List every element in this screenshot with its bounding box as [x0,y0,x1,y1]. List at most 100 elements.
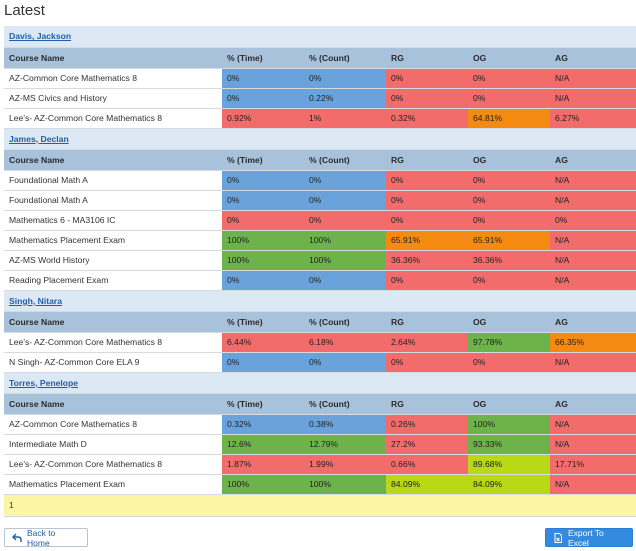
metric-cell: 0% [386,190,468,211]
metric-cell: 2.64% [386,332,468,353]
metric-cell: 0% [304,190,386,211]
metric-cell: 0% [222,170,304,191]
metric-cell: N/A [550,414,636,435]
metric-cell: N/A [550,434,636,455]
column-header: % (Time) [222,393,304,415]
export-to-excel-button[interactable]: Export To Excel [545,528,633,548]
metric-cell: 0.38% [304,414,386,435]
column-header: Course Name [4,149,222,171]
back-to-home-button[interactable]: Back to Home [4,528,88,548]
page-number[interactable]: 1 [4,494,636,517]
back-arrow-icon [12,533,22,543]
excel-file-icon [553,532,563,543]
metric-cell: 12.79% [304,434,386,455]
metric-cell: 0% [222,88,304,109]
metric-cell: 0% [468,88,550,109]
metric-cell: 0% [304,210,386,231]
table-row: AZ-Common Core Mathematics 8 0.32% 0.38% 0.… [4,414,636,435]
table-row: Lee's- AZ-Common Core Mathematics 8 6.44%… [4,332,636,353]
metric-cell: 0% [222,352,304,373]
table-row: N Singh- AZ-Common Core ELA 9 0% 0% 0% 0% N/A [4,352,636,373]
metric-cell: 84.09% [468,474,550,495]
metric-cell: 0.22% [304,88,386,109]
course-name-cell: Mathematics Placement Exam [4,230,222,251]
student-name-link[interactable]: Davis, Jackson [9,31,72,42]
column-header: % (Time) [222,47,304,69]
metric-cell: N/A [550,270,636,291]
metric-cell: 6.18% [304,332,386,353]
table-row: AZ-Common Core Mathematics 8 0% 0% 0% 0% N/A [4,68,636,89]
metric-cell: 93.33% [468,434,550,455]
column-header: % (Time) [222,311,304,333]
course-name-cell: Foundational Math A [4,170,222,191]
course-name-cell: Foundational Math A [4,190,222,211]
metric-cell: 0% [468,68,550,89]
column-header: % (Count) [304,47,386,69]
course-name-cell: AZ-Common Core Mathematics 8 [4,68,222,89]
column-header-row: Course Name% (Time)% (Count) RG OG AG [4,47,636,69]
column-header: AG [550,311,636,333]
column-header: AG [550,149,636,171]
metric-cell: 64.81% [468,108,550,129]
student-name-link[interactable]: Singh, Nitara [9,295,63,306]
table-row: Foundational Math A 0% 0% 0% 0% N/A [4,190,636,211]
student-name-link[interactable]: James, Declan [9,133,69,144]
column-header: AG [550,47,636,69]
course-name-cell: Reading Placement Exam [4,270,222,291]
course-name-cell: AZ-Common Core Mathematics 8 [4,414,222,435]
table-row: Mathematics Placement Exam 100% 100% 84.09%… [4,474,636,495]
table-row: Foundational Math A 0% 0% 0% 0% N/A [4,170,636,191]
column-header: RG [386,311,468,333]
course-name-cell: AZ-MS Civics and History [4,88,222,109]
column-header: OG [468,47,550,69]
metric-cell: 6.44% [222,332,304,353]
metric-cell: N/A [550,474,636,495]
metric-cell: 100% [222,230,304,251]
metric-cell: 0% [386,210,468,231]
page-title: Latest [4,2,45,19]
table-row: Lee's- AZ-Common Core Mathematics 8 1.87%… [4,454,636,475]
student-name-link[interactable]: Torres, Penelope [9,377,79,388]
metric-cell: 0% [222,190,304,211]
metric-cell: 0.32% [386,108,468,129]
metric-cell: 100% [304,474,386,495]
column-header: RG [386,47,468,69]
table-row: Mathematics 6 - MA3106 IC 0% 0% 0% 0% 0% [4,210,636,231]
column-header: RG [386,149,468,171]
metric-cell: 100% [304,230,386,251]
metric-cell: 6.27% [550,108,636,129]
metric-cell: 0% [386,170,468,191]
metric-cell: N/A [550,190,636,211]
course-name-cell: Intermediate Math D [4,434,222,455]
table-row: Mathematics Placement Exam 100% 100% 65.91%… [4,230,636,251]
metric-cell: 0% [550,210,636,231]
metric-cell: 1.99% [304,454,386,475]
metric-cell: 0% [222,210,304,231]
column-header-row: Course Name% (Time)% (Count) RG OG AG [4,393,636,415]
column-header: OG [468,393,550,415]
course-name-cell: Lee's- AZ-Common Core Mathematics 8 [4,108,222,129]
column-header-row: Course Name% (Time)% (Count) RG OG AG [4,149,636,171]
metric-cell: 36.36% [386,250,468,271]
metric-cell: 27.2% [386,434,468,455]
column-header-row: Course Name% (Time)% (Count) RG OG AG [4,311,636,333]
table-row: Intermediate Math D 12.6% 12.79% 27.2% 93.33… [4,434,636,455]
metric-cell: 0% [468,352,550,373]
metric-cell: 66.35% [550,332,636,353]
column-header: RG [386,393,468,415]
metric-cell: 0.92% [222,108,304,129]
metric-cell: N/A [550,230,636,251]
student-cell: Davis, Jackson [4,26,636,48]
course-name-cell: N Singh- AZ-Common Core ELA 9 [4,352,222,373]
column-header: % (Count) [304,311,386,333]
table-row: AZ-MS Civics and History 0% 0.22% 0% 0% N/A [4,88,636,109]
course-name-cell: Lee's- AZ-Common Core Mathematics 8 [4,454,222,475]
metric-cell: 0% [386,68,468,89]
student-cell: Torres, Penelope [4,372,636,394]
metric-cell: 0.66% [386,454,468,475]
table-row: Lee's- AZ-Common Core Mathematics 8 0.92%… [4,108,636,129]
student-cell: James, Declan [4,128,636,150]
student-cell: Singh, Nitara [4,290,636,312]
column-header: AG [550,393,636,415]
column-header: Course Name [4,393,222,415]
